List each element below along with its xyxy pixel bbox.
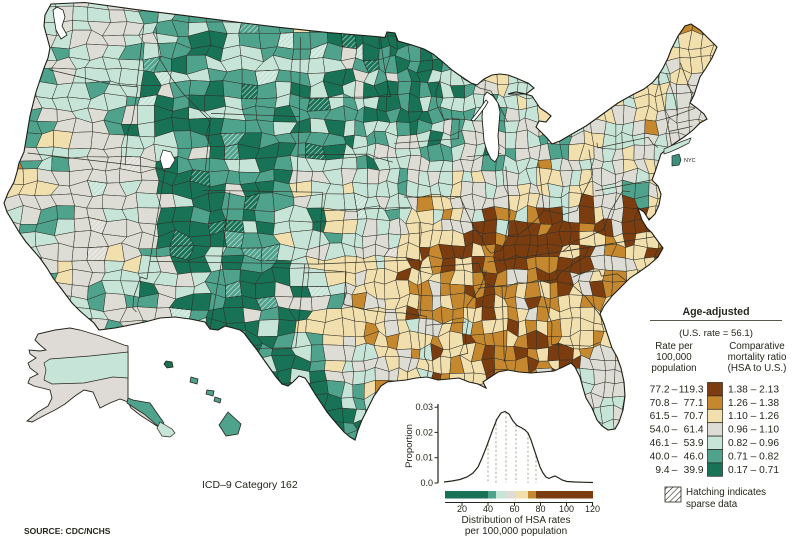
svg-text:1.10 – 1.26: 1.10 – 1.26: [728, 411, 779, 422]
svg-text:Age-adjusted: Age-adjusted: [682, 306, 749, 318]
svg-text:39.9: 39.9: [684, 465, 704, 476]
svg-text:100: 100: [559, 504, 574, 514]
svg-text:SOURCE: CDC/NCHS: SOURCE: CDC/NCHS: [24, 526, 111, 536]
svg-text:0.0: 0.0: [420, 478, 433, 488]
svg-text:(U.S. rate = 56.1): (U.S. rate = 56.1): [679, 328, 753, 339]
svg-text:119.3: 119.3: [679, 384, 704, 395]
svg-text:46.0: 46.0: [684, 451, 704, 462]
svg-text:–: –: [672, 384, 678, 395]
svg-text:ICD–9 Category 162: ICD–9 Category 162: [202, 479, 298, 491]
svg-text:0.82 – 0.96: 0.82 – 0.96: [728, 438, 779, 449]
svg-text:9.4: 9.4: [655, 465, 669, 476]
svg-text:NYC: NYC: [684, 158, 696, 164]
svg-text:0.01: 0.01: [415, 453, 433, 463]
svg-text:61.4: 61.4: [684, 425, 704, 436]
svg-text:53.9: 53.9: [684, 438, 704, 449]
svg-text:(HSA to U.S.): (HSA to U.S.): [728, 363, 787, 374]
svg-text:sparse data: sparse data: [686, 499, 738, 510]
svg-text:40.0: 40.0: [650, 451, 670, 462]
svg-text:77.2: 77.2: [650, 384, 670, 395]
svg-text:54.0: 54.0: [650, 425, 670, 436]
svg-text:120: 120: [585, 504, 600, 514]
svg-text:70.7: 70.7: [684, 411, 704, 422]
svg-text:per 100,000 population: per 100,000 population: [465, 526, 567, 537]
svg-text:70.8: 70.8: [650, 398, 670, 409]
svg-text:46.1: 46.1: [650, 438, 670, 449]
svg-text:–: –: [672, 398, 678, 409]
svg-text:–: –: [672, 451, 678, 462]
svg-text:0.03: 0.03: [415, 402, 433, 412]
svg-text:61.5: 61.5: [650, 411, 670, 422]
svg-text:–: –: [672, 465, 678, 476]
svg-text:Distribution of HSA rates: Distribution of HSA rates: [462, 515, 571, 526]
svg-text:0.96 – 1.10: 0.96 – 1.10: [728, 425, 779, 436]
svg-text:60: 60: [509, 504, 519, 514]
svg-text:–: –: [672, 411, 678, 422]
svg-text:Proportion: Proportion: [404, 424, 415, 468]
svg-text:Comparative: Comparative: [729, 341, 785, 352]
svg-text:1.38 – 2.13: 1.38 – 2.13: [728, 384, 779, 395]
svg-text:Hatching indicates: Hatching indicates: [686, 487, 766, 498]
svg-text:0.71 – 0.82: 0.71 – 0.82: [728, 451, 779, 462]
svg-text:77.1: 77.1: [684, 398, 704, 409]
svg-text:40: 40: [483, 504, 493, 514]
svg-text:mortality ratio: mortality ratio: [728, 352, 787, 363]
svg-text:–: –: [672, 425, 678, 436]
svg-text:100,000: 100,000: [656, 352, 692, 363]
svg-text:1.26 – 1.38: 1.26 – 1.38: [728, 398, 779, 409]
svg-text:Rate per: Rate per: [655, 341, 693, 352]
svg-text:80: 80: [535, 504, 545, 514]
svg-text:20: 20: [457, 504, 467, 514]
svg-text:population: population: [651, 363, 696, 374]
svg-text:0.02: 0.02: [415, 427, 433, 437]
svg-text:–: –: [672, 438, 678, 449]
svg-text:0.17 – 0.71: 0.17 – 0.71: [728, 465, 779, 476]
